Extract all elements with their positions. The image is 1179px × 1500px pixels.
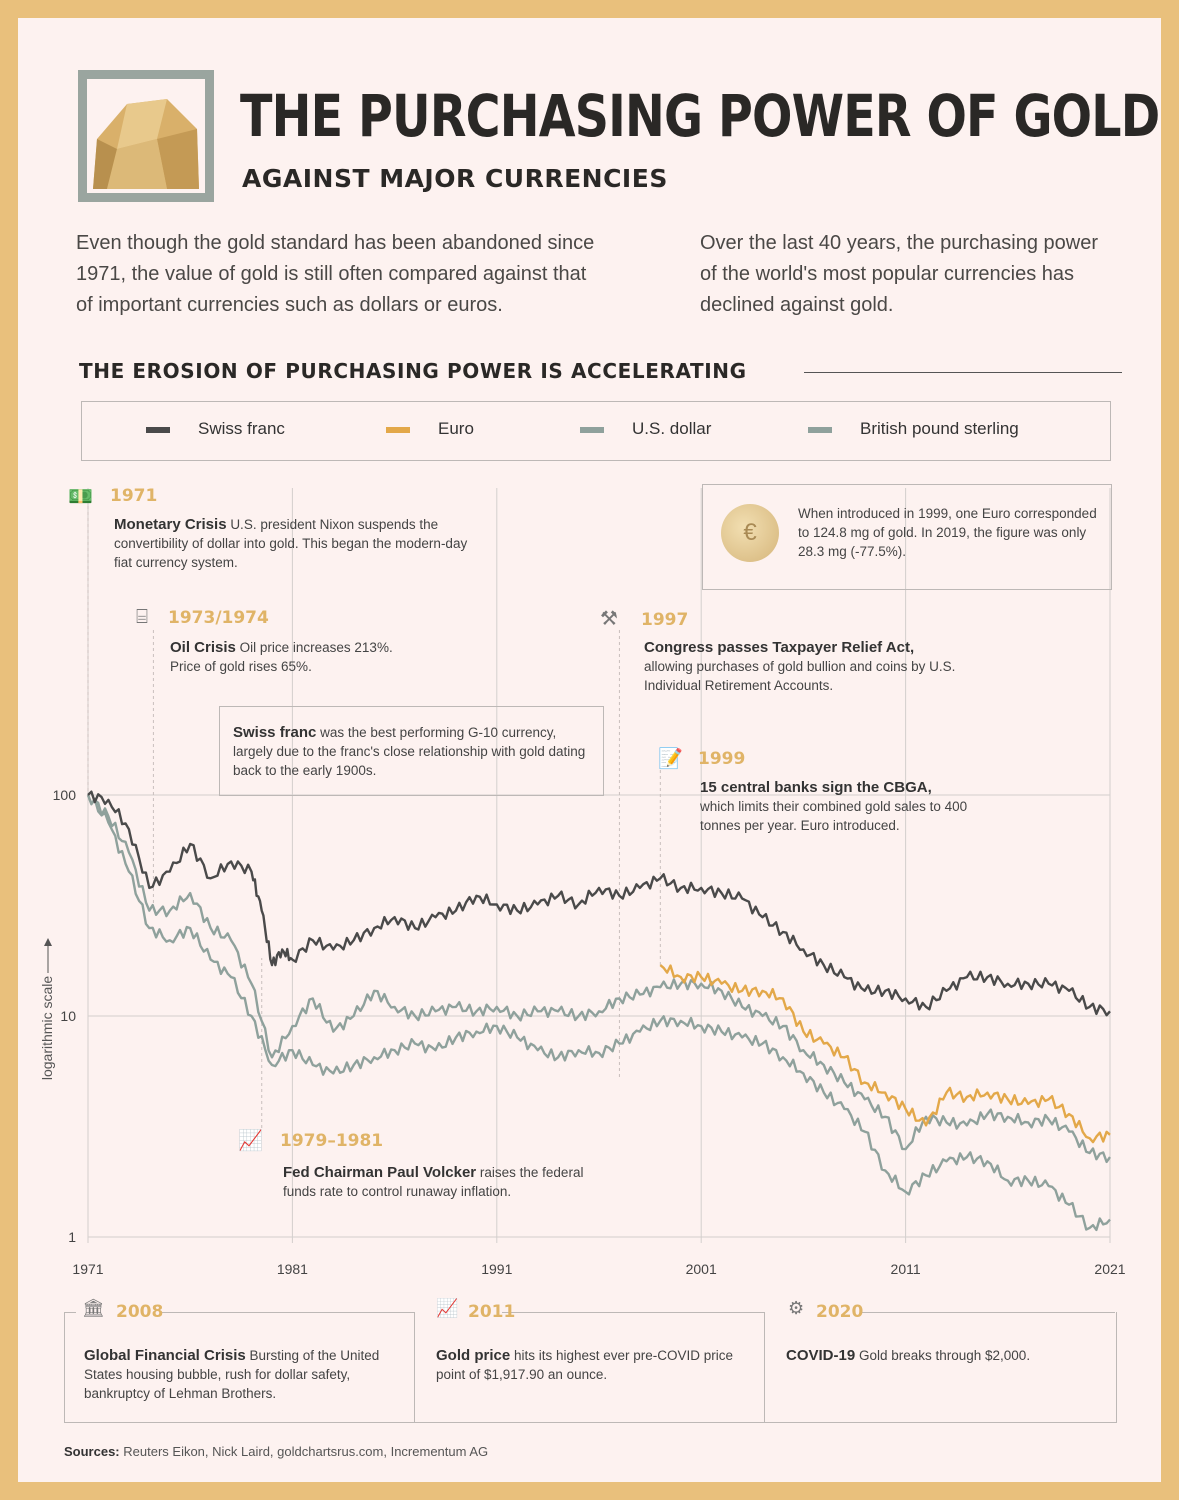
- swiss-franc-callout-text: Swiss franc was the best performing G-10…: [233, 723, 595, 780]
- annotation-1999: 15 central banks sign the CBGA, which li…: [700, 778, 990, 835]
- sources: Sources: Reuters Eikon, Nick Laird, gold…: [64, 1444, 488, 1459]
- legend-label: Euro: [438, 419, 474, 438]
- legend-label: Swiss franc: [198, 419, 285, 438]
- bottom-top-line-4: [860, 1312, 1115, 1313]
- annotation-1979-year: 1979–1981: [280, 1131, 384, 1151]
- bottom-events: [64, 1312, 1117, 1423]
- bottom-top-line-2: [160, 1312, 414, 1313]
- sources-text: Reuters Eikon, Nick Laird, goldchartsrus…: [123, 1444, 489, 1459]
- bottom-2020-text: Gold breaks through $2,000.: [858, 1348, 1031, 1363]
- legend: [81, 401, 1111, 461]
- bottom-2008: Global Financial Crisis Bursting of the …: [84, 1346, 404, 1403]
- series-line-euro: [659, 964, 1111, 1144]
- gold-nugget-image: [78, 70, 214, 202]
- annotation-1971-text: U.S. president Nixon suspends the conver…: [114, 517, 468, 570]
- annotation-1997-head: Congress passes Taxpayer Relief Act,: [644, 639, 915, 656]
- annotation-1973-head: Oil Crisis: [170, 639, 236, 656]
- intro-left: Even though the gold standard has been a…: [76, 232, 595, 316]
- x-tick-label: 2011: [891, 1261, 921, 1277]
- y-tick-label: 1: [68, 1229, 76, 1245]
- euro-callout: [702, 484, 1112, 590]
- section-rule: [804, 372, 1122, 373]
- bottom-2011: Gold price hits its highest ever pre-COV…: [436, 1346, 746, 1384]
- series-line-swiss-franc: [87, 790, 1111, 1017]
- document-icon: 📝: [658, 748, 683, 770]
- bottom-2011-text: hits its highest ever pre-COVID price po…: [436, 1348, 734, 1382]
- bottom-2020-head: COVID-19: [786, 1347, 856, 1364]
- intro-right: Over the last 40 years, the purchasing p…: [700, 232, 1098, 316]
- series-line-british-pound-sterling: [86, 794, 1111, 1232]
- bottom-2011-head: Gold price: [436, 1347, 511, 1364]
- x-tick-label: 1981: [277, 1261, 308, 1277]
- chart-up-icon: 📈: [436, 1298, 459, 1318]
- annotation-1971-head: Monetary Crisis: [114, 516, 227, 533]
- legend-swatch: [580, 427, 604, 433]
- annotation-1971-year: 1971: [110, 486, 158, 506]
- annotation-1979-text: raises the federal funds rate to control…: [283, 1165, 584, 1199]
- legend-label: British pound sterling: [860, 419, 1019, 438]
- annotation-1973-text: Oil price increases 213%. Price of gold …: [170, 640, 393, 674]
- annotation-1999-text: which limits their combined gold sales t…: [700, 799, 968, 833]
- bottom-2008-year: 2008: [116, 1302, 164, 1322]
- x-tick-label: 2021: [1094, 1261, 1125, 1277]
- annotation-1973-year: 1973/1974: [168, 608, 269, 628]
- money-stack-icon: 💵: [68, 486, 93, 508]
- y-axis-arrowhead: [44, 938, 52, 946]
- annotation-1979-head: Fed Chairman Paul Volcker: [283, 1164, 477, 1181]
- bank-icon: 🏛: [82, 1298, 105, 1318]
- legend-swatch: [146, 427, 170, 433]
- swiss-franc-callout: [219, 706, 604, 796]
- swiss-callout-text: was the best performing G-10 currency, l…: [233, 725, 586, 778]
- annotation-1999-head: 15 central banks sign the CBGA,: [700, 779, 932, 796]
- bottom-2008-text: Bursting of the United States housing bu…: [84, 1348, 380, 1401]
- infographic-card: THE PURCHASING POWER OF GOLD AGAINST MAJ…: [18, 18, 1161, 1482]
- series-line-u-s-dollar: [86, 794, 1111, 1164]
- legend-label: U.S. dollar: [632, 419, 712, 438]
- gavel-icon: ⚒: [600, 608, 618, 630]
- euro-coin-icon: €: [721, 504, 779, 562]
- section-title: THE EROSION OF PURCHASING POWER IS ACCEL…: [79, 359, 747, 383]
- x-tick-label: 1971: [72, 1261, 103, 1277]
- legend-swatch: [808, 427, 832, 433]
- bottom-2020: COVID-19 Gold breaks through $2,000.: [786, 1346, 1106, 1365]
- bottom-top-line-1: [64, 1312, 76, 1313]
- annotation-1997-text: allowing purchases of gold bullion and c…: [644, 659, 956, 693]
- bottom-2020-year: 2020: [816, 1302, 864, 1322]
- annotation-1997: Congress passes Taxpayer Relief Act, all…: [644, 638, 974, 695]
- annotation-1999-year: 1999: [698, 749, 746, 769]
- bottom-divider-2: [764, 1312, 765, 1423]
- page-subtitle: AGAINST MAJOR CURRENCIES: [242, 164, 668, 193]
- bottom-2011-year: 2011: [468, 1302, 516, 1322]
- virus-icon: ⚙: [788, 1298, 805, 1318]
- legend-swatch: [386, 427, 410, 433]
- y-axis-label: logarithmic scale: [39, 976, 55, 1080]
- bottom-divider-1: [414, 1312, 415, 1423]
- bottom-top-line-3: [502, 1312, 764, 1313]
- bottom-2008-head: Global Financial Crisis: [84, 1347, 246, 1364]
- oil-barrel-icon: ⌸: [136, 606, 148, 628]
- page-title: THE PURCHASING POWER OF GOLD: [240, 82, 1160, 150]
- growth-chart-icon: 📈: [238, 1130, 263, 1152]
- swiss-callout-head: Swiss franc: [233, 724, 317, 741]
- x-tick-label: 2001: [686, 1261, 717, 1277]
- annotation-1997-year: 1997: [641, 610, 689, 630]
- annotation-1979: Fed Chairman Paul Volcker raises the fed…: [283, 1163, 603, 1201]
- y-tick-label: 10: [60, 1008, 76, 1024]
- euro-callout-text: When introduced in 1999, one Euro corres…: [798, 506, 1097, 559]
- x-tick-label: 1991: [481, 1261, 512, 1277]
- sources-label: Sources:: [64, 1444, 120, 1459]
- annotation-1973: Oil Crisis Oil price increases 213%. Pri…: [170, 638, 400, 676]
- y-tick-label: 100: [53, 787, 77, 803]
- annotation-1971: Monetary Crisis U.S. president Nixon sus…: [114, 515, 474, 572]
- chart: 1971 1981 1991 2001 2011 2021 100 10 1 logarithmi…: [39, 488, 1126, 1277]
